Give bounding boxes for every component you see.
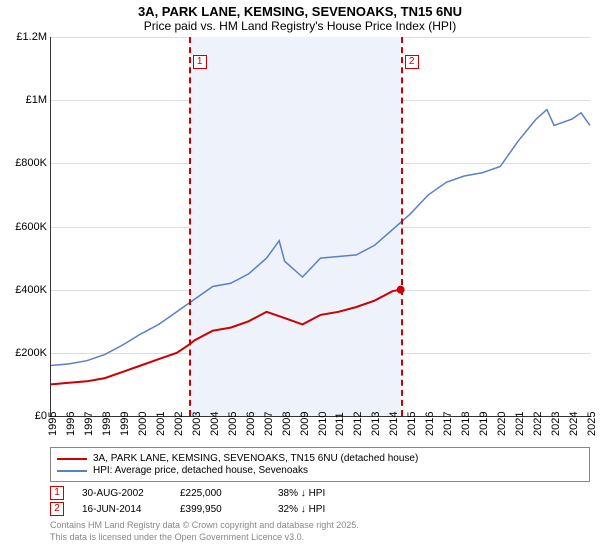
- legend-swatch-icon: [57, 458, 87, 460]
- legend-swatch-icon: [57, 470, 87, 472]
- x-axis-label: 2010: [317, 412, 329, 436]
- x-axis-label: 2024: [568, 412, 580, 436]
- x-axis-label: 2013: [370, 412, 382, 436]
- chart-subtitle: Price paid vs. HM Land Registry's House …: [0, 19, 600, 37]
- marker-badge-icon: 1: [193, 55, 207, 69]
- x-axis-label: 1998: [101, 412, 113, 436]
- footer-line: Contains HM Land Registry data © Crown c…: [50, 520, 590, 532]
- x-axis-label: 2016: [424, 412, 436, 436]
- x-axis-label: 2009: [299, 412, 311, 436]
- series-hpi: [51, 110, 590, 366]
- y-axis-label: £400K: [15, 284, 51, 296]
- marker-line: [401, 37, 403, 416]
- x-axis-label: 1999: [119, 412, 131, 436]
- x-axis-label: 2019: [478, 412, 490, 436]
- series-price_paid: [51, 290, 401, 385]
- y-axis-label: £1M: [26, 94, 51, 106]
- x-axis-label: 2012: [352, 412, 364, 436]
- legend-label: 3A, PARK LANE, KEMSING, SEVENOAKS, TN15 …: [93, 453, 418, 464]
- sale-date: 30-AUG-2002: [82, 488, 162, 499]
- chart-area: £0£200K£400K£600K£800K£1M£1.2M 12 199519…: [50, 37, 590, 417]
- x-axis-label: 2014: [388, 412, 400, 436]
- y-axis-label: £1.2M: [16, 31, 51, 43]
- table-row: 1 30-AUG-2002 £225,000 38% ↓ HPI: [50, 486, 590, 500]
- legend-label: HPI: Average price, detached house, Seve…: [93, 465, 308, 476]
- sale-delta: 32% ↓ HPI: [278, 504, 358, 515]
- sale-price: £399,950: [180, 504, 260, 515]
- x-axis-label: 2017: [442, 412, 454, 436]
- x-axis-label: 2005: [227, 412, 239, 436]
- x-axis-label: 2002: [173, 412, 185, 436]
- x-axis-label: 2023: [550, 412, 562, 436]
- x-axis-label: 1997: [83, 412, 95, 436]
- x-axis-label: 2008: [281, 412, 293, 436]
- marker-badge-icon: 2: [405, 55, 419, 69]
- y-axis-label: £800K: [15, 157, 51, 169]
- x-axis-label: 2000: [137, 412, 149, 436]
- marker-line: [189, 37, 191, 416]
- legend-item-price: 3A, PARK LANE, KEMSING, SEVENOAKS, TN15 …: [57, 453, 583, 464]
- x-axis-label: 1995: [47, 412, 59, 436]
- x-axis-label: 2001: [155, 412, 167, 436]
- x-axis-label: 2006: [245, 412, 257, 436]
- x-axis-label: 2015: [406, 412, 418, 436]
- x-axis-label: 2007: [263, 412, 275, 436]
- legend-item-hpi: HPI: Average price, detached house, Seve…: [57, 465, 583, 476]
- x-axis-label: 2018: [460, 412, 472, 436]
- x-axis-label: 2022: [532, 412, 544, 436]
- sale-price: £225,000: [180, 488, 260, 499]
- x-axis-label: 2020: [496, 412, 508, 436]
- x-axis-label: 2004: [209, 412, 221, 436]
- marker-badge-icon: 1: [50, 486, 64, 500]
- x-axis-label: 1996: [65, 412, 77, 436]
- table-row: 2 16-JUN-2014 £399,950 32% ↓ HPI: [50, 502, 590, 516]
- sales-table: 1 30-AUG-2002 £225,000 38% ↓ HPI 2 16-JU…: [50, 486, 590, 516]
- chart-plot: [51, 37, 590, 416]
- y-axis-label: £600K: [15, 221, 51, 233]
- footer: Contains HM Land Registry data © Crown c…: [50, 520, 590, 543]
- x-axis-label: 2011: [334, 412, 346, 436]
- x-axis-label: 2021: [514, 412, 526, 436]
- sale-delta: 38% ↓ HPI: [278, 488, 358, 499]
- x-axis-label: 2003: [191, 412, 203, 436]
- x-axis-label: 2025: [586, 412, 598, 436]
- sale-date: 16-JUN-2014: [82, 504, 162, 515]
- legend: 3A, PARK LANE, KEMSING, SEVENOAKS, TN15 …: [50, 447, 590, 482]
- footer-line: This data is licensed under the Open Gov…: [50, 532, 590, 544]
- chart-title: 3A, PARK LANE, KEMSING, SEVENOAKS, TN15 …: [0, 0, 600, 19]
- y-axis-label: £200K: [15, 347, 51, 359]
- marker-badge-icon: 2: [50, 502, 64, 516]
